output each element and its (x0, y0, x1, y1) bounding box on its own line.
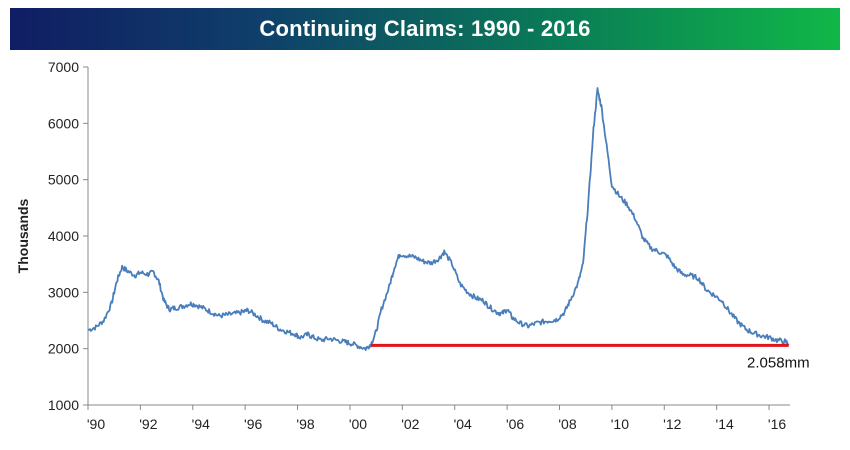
y-tick-label: 3000 (48, 284, 79, 300)
y-tick-label: 7000 (48, 59, 79, 75)
x-tick-label: '98 (296, 416, 314, 432)
y-tick-label: 5000 (48, 172, 79, 188)
x-tick-label: '08 (558, 416, 576, 432)
axes (87, 67, 790, 406)
x-tick-label: '96 (244, 416, 262, 432)
y-axis-ticks: 1000 2000 3000 4000 5000 6000 7000 (48, 59, 88, 413)
y-tick-label: 1000 (48, 397, 79, 413)
y-tick-label: 2000 (48, 341, 79, 357)
x-tick-label: '12 (663, 416, 681, 432)
x-tick-label: '14 (716, 416, 734, 432)
continuing-claims-series-line (87, 87, 790, 351)
x-tick-label: '06 (506, 416, 524, 432)
x-tick-label: '16 (768, 416, 786, 432)
x-tick-label: '94 (192, 416, 210, 432)
y-tick-label: 6000 (48, 115, 79, 131)
x-tick-label: '00 (349, 416, 367, 432)
series-lines (87, 87, 790, 351)
annotations: 2.058mm (747, 354, 810, 371)
x-axis-ticks: '90 '92 '94 '96 '98 '00 '02 '04 '06 '08 '10 '12 '14 '… (87, 405, 786, 432)
x-tick-label: '02 (401, 416, 419, 432)
x-tick-label: '04 (454, 416, 472, 432)
x-tick-label: '92 (139, 416, 157, 432)
y-tick-label: 4000 (48, 228, 79, 244)
chart-title: Continuing Claims: 1990 - 2016 (10, 8, 840, 50)
x-tick-label: '90 (87, 416, 105, 432)
annotation-label: 2.058mm (747, 354, 810, 371)
x-tick-label: '10 (611, 416, 629, 432)
y-axis-label: Thousands (15, 198, 31, 273)
